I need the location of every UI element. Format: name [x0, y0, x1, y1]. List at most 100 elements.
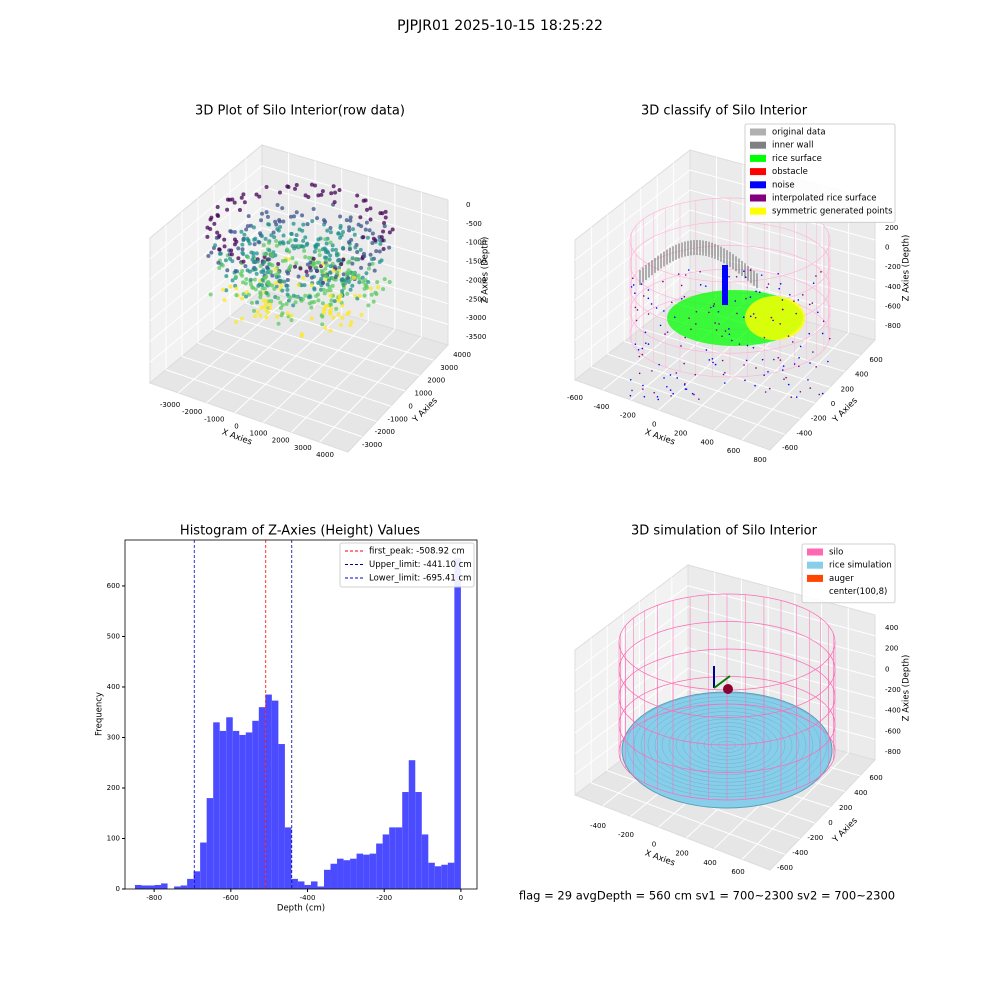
histogram-bar — [226, 717, 233, 889]
point-decoration — [377, 249, 382, 254]
pane-grid — [574, 626, 876, 713]
pane-grid — [713, 325, 823, 431]
point-decoration — [316, 193, 321, 198]
point-decoration — [264, 290, 269, 295]
point-decoration — [381, 247, 386, 252]
noise-decoration — [772, 319, 774, 322]
point-decoration — [244, 289, 249, 294]
pane-grid — [607, 353, 801, 420]
noise-decoration — [666, 385, 668, 388]
point-decoration — [229, 248, 234, 253]
histogram-bar — [232, 730, 240, 889]
point-decoration — [216, 260, 221, 265]
point-decoration — [236, 246, 241, 251]
noise-decoration — [653, 391, 656, 394]
point-decoration — [222, 237, 227, 242]
noise-decoration — [663, 310, 665, 312]
legend-swatch — [750, 181, 766, 189]
point-decoration — [358, 247, 363, 252]
point-decoration — [348, 218, 353, 223]
legend-label: center(100,8) — [829, 587, 887, 597]
point-decoration — [290, 256, 295, 261]
histogram-bar — [317, 886, 325, 889]
pane-grid — [177, 297, 289, 394]
point-decoration — [312, 300, 317, 305]
noise-decoration — [811, 302, 814, 304]
noise-decoration — [695, 323, 697, 325]
point-decoration — [232, 237, 237, 242]
point-decoration — [267, 248, 272, 253]
noise-decoration — [798, 357, 800, 359]
noise-decoration — [743, 364, 745, 366]
noise-decoration — [642, 384, 644, 387]
point-decoration — [332, 264, 337, 269]
point-decoration — [271, 230, 276, 235]
point-decoration — [362, 286, 367, 291]
noise-decoration — [673, 316, 676, 319]
noise-decoration — [684, 382, 686, 385]
point-decoration — [294, 261, 299, 266]
noise-decoration — [778, 287, 781, 290]
point-decoration — [217, 247, 222, 252]
point-decoration — [263, 236, 268, 241]
noise-decoration — [758, 291, 761, 294]
histogram-bar — [408, 760, 416, 889]
point-decoration — [209, 215, 214, 220]
noise-decoration — [790, 396, 793, 399]
point-decoration — [240, 296, 245, 301]
point-decoration — [303, 235, 308, 240]
z-tick-label: -200 — [885, 263, 901, 271]
noise-decoration — [789, 293, 791, 296]
point-decoration — [333, 275, 338, 280]
point-decoration — [285, 184, 290, 189]
pane-grid — [624, 340, 816, 404]
point-decoration — [265, 270, 270, 275]
point-decoration — [259, 218, 264, 223]
z-tick-label: -800 — [885, 322, 901, 330]
x-tick-label: -400 — [593, 403, 609, 411]
point-decoration — [272, 235, 277, 240]
histogram-bar — [174, 886, 181, 889]
point-decoration — [302, 248, 307, 253]
y-tick-label: 400 — [854, 789, 867, 797]
auger-decoration — [713, 675, 731, 689]
point-decoration — [309, 275, 314, 280]
x-tick-label: 200 — [675, 850, 688, 858]
point-decoration — [364, 271, 369, 276]
point-decoration — [352, 275, 357, 280]
point-decoration — [279, 306, 284, 311]
point-decoration — [257, 194, 262, 199]
point-decoration — [338, 322, 343, 327]
point-decoration — [242, 200, 247, 205]
noise-decoration — [704, 285, 707, 287]
point-decoration — [277, 240, 282, 245]
y-tick-label: 3000 — [440, 364, 458, 372]
point-decoration — [276, 321, 281, 326]
noise-decoration — [735, 275, 738, 278]
point-decoration — [301, 222, 306, 227]
point-decoration — [241, 280, 246, 285]
point-decoration — [267, 240, 272, 245]
y-tick-label: 300 — [107, 733, 120, 741]
histogram-bar — [324, 869, 331, 889]
point-decoration — [339, 277, 344, 282]
point-decoration — [374, 249, 379, 254]
point-decoration — [299, 283, 304, 288]
point-decoration — [324, 263, 329, 268]
legend-box — [744, 123, 896, 223]
point-decoration — [354, 203, 359, 208]
point-decoration — [301, 275, 306, 280]
histogram-bar — [434, 866, 442, 889]
point-decoration — [382, 224, 387, 229]
point-decoration — [237, 207, 242, 212]
noise-decoration — [647, 289, 650, 291]
point-decoration — [332, 200, 337, 205]
noise-decoration — [684, 274, 687, 276]
noise-decoration — [669, 374, 672, 376]
point-decoration — [223, 258, 228, 263]
histogram-bar — [447, 862, 455, 889]
noise-decoration — [795, 396, 798, 398]
point-decoration — [334, 306, 339, 311]
point-decoration — [264, 184, 269, 189]
noise-decoration — [708, 311, 710, 314]
